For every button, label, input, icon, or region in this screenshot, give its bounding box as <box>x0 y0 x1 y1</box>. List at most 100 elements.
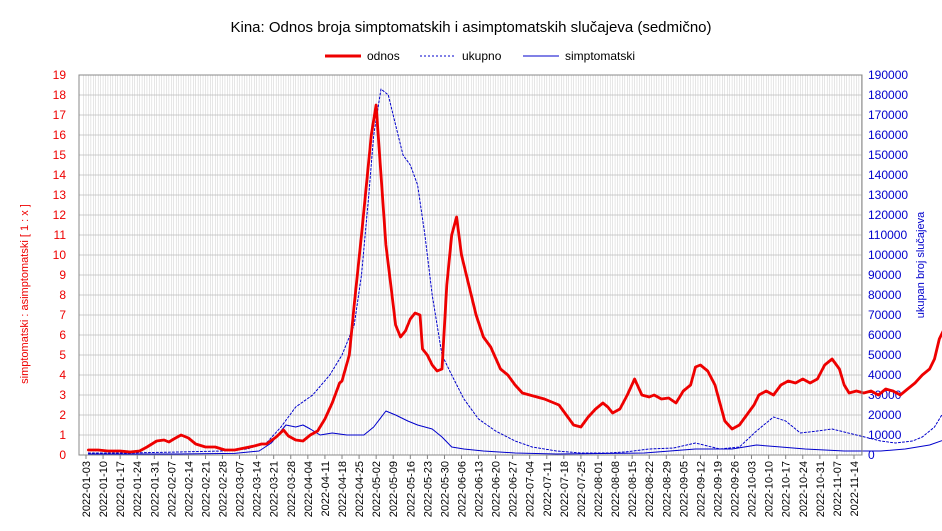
x-tick-label: 2022-08-01 <box>593 461 605 517</box>
x-tick-label: 2022-06-06 <box>456 461 468 517</box>
y-right-tick-label: 60000 <box>868 328 902 342</box>
y-right-tick-label: 70000 <box>868 308 902 322</box>
y-left-tick-label: 5 <box>59 348 66 362</box>
x-tick-label: 2022-09-05 <box>678 461 690 517</box>
y-right-tick-label: 90000 <box>868 268 902 282</box>
x-tick-label: 2022-05-23 <box>422 461 434 517</box>
y-left-tick-label: 11 <box>54 228 67 242</box>
x-tick-label: 2022-10-10 <box>764 461 776 517</box>
x-tick-label: 2022-11-07 <box>832 461 844 516</box>
x-tick-label: 2022-09-19 <box>712 461 724 517</box>
x-tick-label: 2022-03-07 <box>235 461 247 517</box>
y-left-tick-label: 14 <box>53 168 67 182</box>
y-right-tick-label: 180000 <box>868 88 908 102</box>
x-tick-label: 2022-06-27 <box>508 461 520 517</box>
y-left-tick-label: 15 <box>53 148 67 162</box>
y-right-tick-label: 120000 <box>868 208 908 222</box>
x-tick-label: 2022-09-26 <box>730 461 742 517</box>
y-left-tick-label: 17 <box>53 108 67 122</box>
y-right-tick-label: 100000 <box>868 248 908 262</box>
chart-title: Kina: Odnos broja simptomatskih i asimpt… <box>230 19 711 36</box>
x-tick-label: 2022-03-28 <box>286 461 298 517</box>
series-line-simptomatski <box>87 410 942 455</box>
legend-label-simptomatski: simptomatski <box>565 49 635 63</box>
y-right-tick-label: 0 <box>868 448 875 462</box>
x-tick-label: 2022-10-31 <box>815 461 827 517</box>
y-right-tick-label: 110000 <box>868 228 907 242</box>
y-right-tick-label: 80000 <box>868 288 902 302</box>
x-tick-label: 2022-10-03 <box>747 461 759 517</box>
x-tick-label: 2022-02-14 <box>183 461 195 517</box>
x-tick-label: 2022-05-02 <box>371 461 383 517</box>
x-tick-label: 2022-08-22 <box>644 461 656 517</box>
y-axis-right-ticks: 0100002000030000400005000060000700008000… <box>868 68 908 462</box>
y-right-tick-label: 20000 <box>868 408 902 422</box>
x-tick-label: 2022-07-11 <box>542 461 554 516</box>
x-tick-label: 2022-06-20 <box>491 461 503 517</box>
x-tick-label: 2022-03-14 <box>252 461 264 517</box>
y-left-tick-label: 2 <box>59 408 66 422</box>
x-tick-label: 2022-07-04 <box>525 461 537 517</box>
x-tick-label: 2022-08-15 <box>627 461 639 517</box>
plot-frame <box>78 74 863 456</box>
x-tick-label: 2022-07-18 <box>559 461 571 517</box>
y-left-tick-label: 3 <box>59 388 66 402</box>
y-left-tick-label: 6 <box>59 328 66 342</box>
y-right-tick-label: 10000 <box>868 428 902 442</box>
x-tick-label: 2022-06-13 <box>474 461 486 517</box>
y-right-tick-label: 170000 <box>868 108 908 122</box>
y-left-tick-label: 8 <box>59 288 66 302</box>
legend-label-ukupno: ukupno <box>462 49 502 63</box>
x-tick-label: 2022-05-30 <box>439 461 451 517</box>
series-line-odnos <box>87 103 942 454</box>
x-tick-label: 2022-04-04 <box>303 461 315 517</box>
y-left-tick-label: 19 <box>53 68 67 82</box>
x-tick-label: 2022-04-18 <box>337 461 349 517</box>
x-axis-ticks: 2022-01-03 2022-01-10 2022-01-17 2022-01-24… <box>81 455 861 517</box>
y-left-tick-label: 0 <box>59 448 66 462</box>
x-tick-label: 2022-11-14 <box>849 461 861 516</box>
y-left-tick-label: 10 <box>53 248 67 262</box>
y-right-tick-label: 50000 <box>868 348 902 362</box>
y-left-tick-label: 18 <box>53 88 67 102</box>
x-tick-label: 2022-01-24 <box>132 461 144 517</box>
y-right-tick-label: 140000 <box>868 168 908 182</box>
x-tick-label: 2022-04-11 <box>320 461 332 516</box>
y-axis-right-label: ukupan broj slučajeva <box>915 211 927 318</box>
x-tick-label: 2022-02-28 <box>218 461 230 517</box>
legend: odnos ukupno simptomatski <box>325 49 635 63</box>
y-left-tick-label: 13 <box>53 188 67 202</box>
y-left-tick-label: 7 <box>59 308 66 322</box>
x-tick-label: 2022-08-29 <box>661 461 673 517</box>
y-right-tick-label: 150000 <box>868 148 908 162</box>
y-left-tick-label: 1 <box>59 428 66 442</box>
x-tick-label: 2022-08-08 <box>610 461 622 517</box>
y-left-tick-label: 16 <box>53 128 67 142</box>
x-tick-label: 2022-05-16 <box>405 461 417 517</box>
x-tick-label: 2022-07-25 <box>576 461 588 517</box>
x-tick-label: 2022-10-17 <box>781 461 793 517</box>
series <box>87 88 942 455</box>
x-tick-label: 2022-10-24 <box>798 461 810 517</box>
y-axis-left-label: simptomatski : asimptomatski [ 1 : x ] <box>19 204 31 384</box>
series-line-ukupno <box>87 88 942 454</box>
x-tick-label: 2022-04-25 <box>354 461 366 517</box>
x-tick-label: 2022-02-07 <box>166 461 178 517</box>
x-tick-label: 2022-01-17 <box>115 461 127 517</box>
y-right-tick-label: 190000 <box>868 68 908 82</box>
legend-label-odnos: odnos <box>367 49 400 63</box>
y-left-tick-label: 12 <box>53 208 67 222</box>
x-tick-label: 2022-01-31 <box>149 461 161 517</box>
x-tick-label: 2022-01-03 <box>81 461 93 517</box>
y-left-tick-label: 9 <box>59 268 66 282</box>
grid <box>79 74 862 456</box>
x-tick-label: 2022-03-21 <box>269 461 281 517</box>
x-tick-label: 2022-01-10 <box>98 461 110 517</box>
x-tick-label: 2022-05-09 <box>388 461 400 517</box>
y-right-tick-label: 130000 <box>868 188 908 202</box>
y-left-tick-label: 4 <box>59 368 66 382</box>
y-right-tick-label: 160000 <box>868 128 908 142</box>
x-tick-label: 2022-09-12 <box>695 461 707 517</box>
